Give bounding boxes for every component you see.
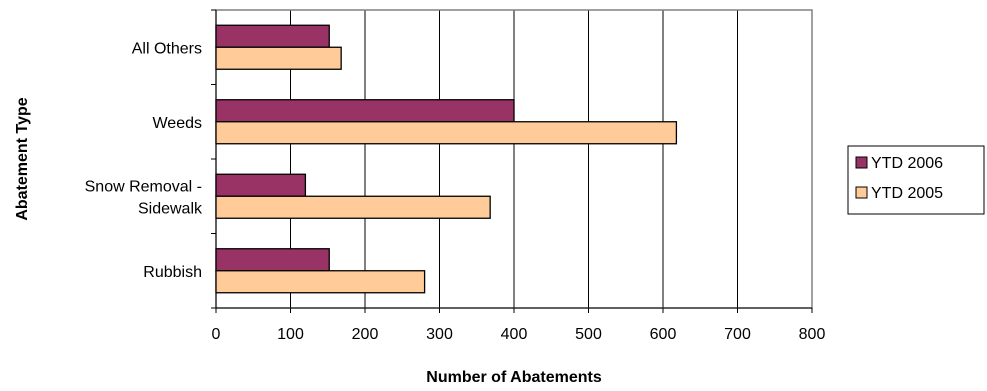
bar [215, 248, 330, 272]
y-axis-title: Abatement Type [14, 97, 31, 220]
gridlines [290, 10, 738, 308]
category-label: Rubbish [143, 264, 202, 281]
x-tick-label: 500 [575, 326, 602, 343]
bar [215, 46, 342, 70]
x-tick-label: 100 [277, 326, 304, 343]
x-tick-label: 700 [724, 326, 751, 343]
category-label-line: Weeds [152, 115, 202, 132]
x-tick-label: 200 [352, 326, 379, 343]
legend-box [847, 145, 985, 215]
category-label: Snow Removal - Sidewalk [85, 178, 203, 217]
category-label: All Others [132, 40, 202, 57]
legend-label: YTD 2005 [871, 185, 943, 202]
category-label: Weeds [152, 115, 202, 132]
category-label-line: Rubbish [143, 264, 202, 281]
x-axis-title: Number of Abatements [426, 369, 602, 386]
x-tick-label: 0 [212, 326, 221, 343]
bar [215, 270, 426, 294]
x-tick-labels: 0 100 200 300 400 500 600 700 800 [212, 326, 826, 343]
category-label-line: Sidewalk [138, 200, 203, 217]
category-label-line: Snow Removal - [85, 178, 202, 195]
legend-swatch [855, 156, 868, 169]
bar [215, 121, 678, 145]
category-labels: All Others Weeds Snow Removal - Sidewalk Rub… [85, 40, 203, 281]
x-tick-label: 300 [426, 326, 453, 343]
category-label-line: All Others [132, 40, 202, 57]
bar [215, 24, 330, 48]
legend: YTD 2006 YTD 2005 [847, 145, 985, 215]
axes [211, 9, 813, 313]
x-tick-label: 400 [501, 326, 528, 343]
legend-swatch [855, 186, 868, 199]
bar [215, 195, 491, 219]
x-tick-label: 800 [799, 326, 826, 343]
bar [215, 99, 515, 123]
bar [215, 173, 307, 197]
x-tick-label: 600 [650, 326, 677, 343]
bars [215, 24, 678, 294]
legend-label: YTD 2006 [871, 155, 943, 172]
